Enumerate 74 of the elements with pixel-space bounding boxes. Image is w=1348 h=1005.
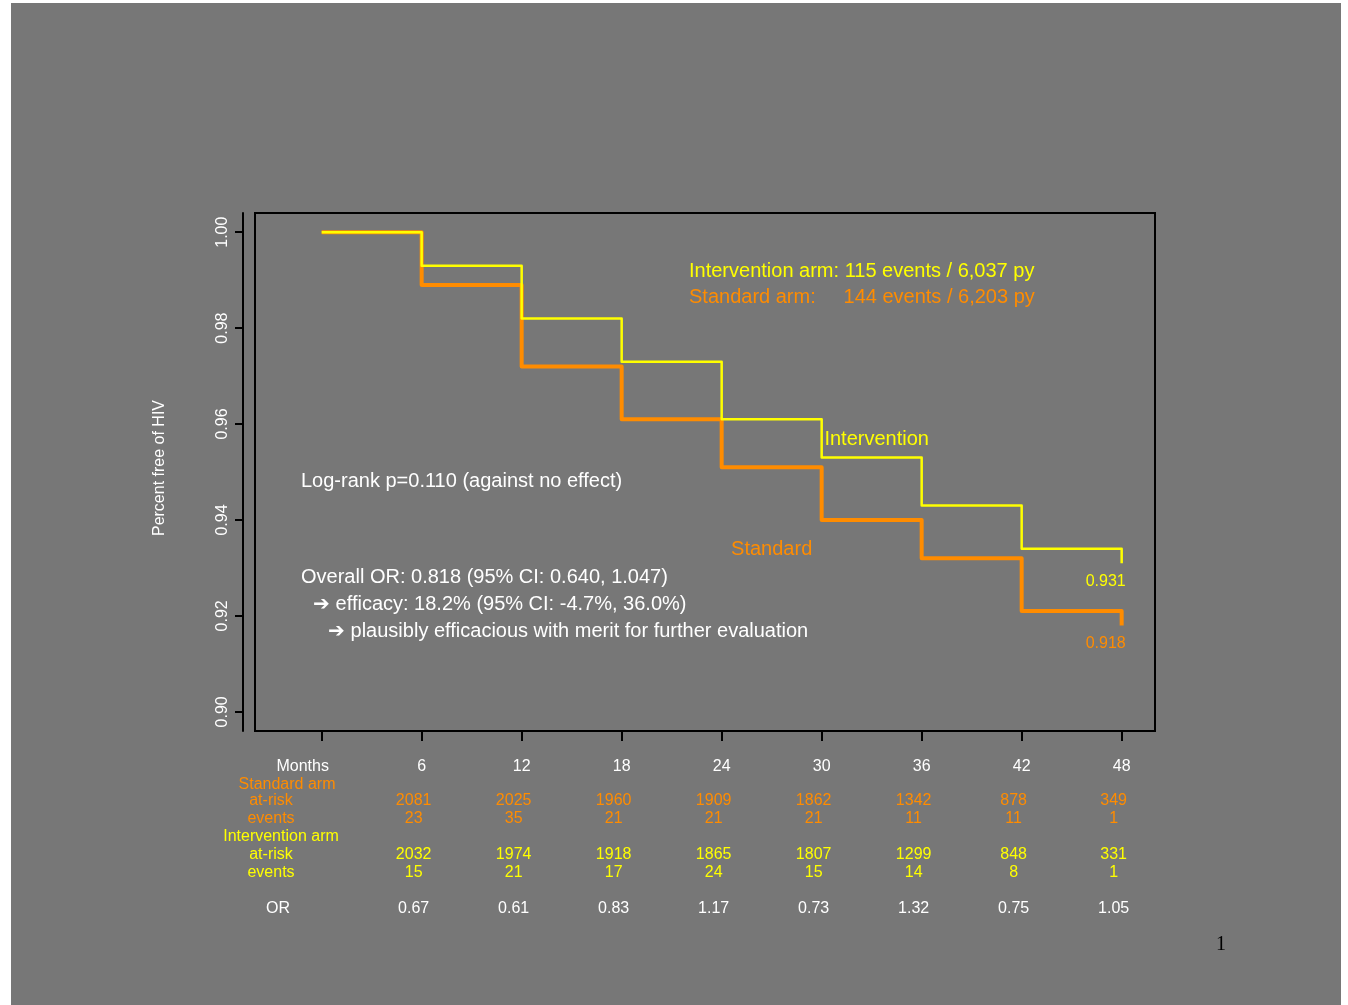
text: Intervention arm [223, 826, 339, 844]
text: 0.61 [498, 898, 530, 916]
text: 1 [1216, 932, 1226, 954]
text: 2025 [495, 790, 532, 808]
text: 0.75 [998, 898, 1030, 916]
text: 1.05 [1098, 898, 1130, 916]
text: 1865 [695, 844, 732, 862]
text: at-risk [249, 790, 294, 808]
x-tick-label: 18 [612, 756, 631, 774]
text: 15 [804, 862, 823, 880]
text: Standard arm [238, 774, 336, 792]
text: 21 [504, 862, 523, 880]
text: 1918 [595, 844, 632, 862]
text: 1960 [595, 790, 632, 808]
text: 0.67 [398, 898, 430, 916]
text: 1.17 [698, 898, 730, 916]
text: 1 [1109, 808, 1119, 826]
y-tick-label: 1.00 [212, 216, 230, 248]
text: 8 [1009, 862, 1019, 880]
text: OR [266, 898, 290, 916]
series-label: Standard [731, 536, 813, 559]
x-tick-label: 36 [912, 756, 931, 774]
y-tick-label: 0.90 [212, 696, 230, 728]
annotation: Standard arm: 144 events / 6,203 py [689, 285, 1035, 307]
text: 349 [1100, 790, 1128, 808]
annotation: Overall OR: 0.818 (95% CI: 0.640, 1.047) [301, 565, 668, 587]
y-axis-title: Percent free of HIV [149, 399, 167, 537]
text: 1342 [895, 790, 932, 808]
text: 21 [804, 808, 823, 826]
text: 1299 [895, 844, 932, 862]
text: 0.73 [798, 898, 830, 916]
text: events [247, 808, 295, 826]
x-tick-label: 6 [417, 756, 427, 774]
x-tick-label: 48 [1112, 756, 1131, 774]
series-label: Intervention [824, 426, 929, 449]
text: 21 [604, 808, 623, 826]
text: 2081 [395, 790, 432, 808]
x-tick-label: 12 [512, 756, 531, 774]
x-tick-label: 24 [712, 756, 731, 774]
text: 1807 [795, 844, 832, 862]
x-axis-title: Months [276, 756, 329, 774]
text: 24 [704, 862, 723, 880]
y-tick-label: 0.92 [212, 600, 230, 632]
text: 331 [1100, 844, 1128, 862]
text: 11 [905, 808, 923, 826]
x-tick-label: 30 [812, 756, 831, 774]
x-tick-label: 42 [1012, 756, 1031, 774]
text: at-risk [249, 844, 294, 862]
text: 35 [504, 808, 523, 826]
y-tick-label: 0.96 [212, 408, 230, 440]
annotation: ➔ efficacy: 18.2% (95% CI: -4.7%, 36.0%) [313, 592, 687, 614]
text: 15 [404, 862, 423, 880]
annotation: ➔ plausibly efficacious with merit for further evaluation [328, 619, 809, 641]
annotation: Intervention arm: 115 events / 6,037 py [689, 259, 1035, 281]
text: 878 [1000, 790, 1028, 808]
text: 17 [604, 862, 623, 880]
text: 1862 [795, 790, 832, 808]
text: 1.32 [898, 898, 930, 916]
y-tick-label: 0.94 [212, 504, 230, 536]
text: events [247, 862, 295, 880]
text: 848 [1000, 844, 1028, 862]
text: 11 [1005, 808, 1023, 826]
text: 23 [404, 808, 423, 826]
text: 21 [704, 808, 723, 826]
text: 0.83 [598, 898, 630, 916]
text: 14 [904, 862, 923, 880]
text: 2032 [395, 844, 432, 862]
text: 1974 [495, 844, 532, 862]
text: 1909 [695, 790, 732, 808]
text: 1 [1109, 862, 1119, 880]
annotation: Log-rank p=0.110 (against no effect) [301, 469, 623, 491]
y-tick-label: 0.98 [212, 312, 230, 344]
data-label: 0.918 [1085, 633, 1126, 651]
data-label: 0.931 [1085, 571, 1126, 589]
